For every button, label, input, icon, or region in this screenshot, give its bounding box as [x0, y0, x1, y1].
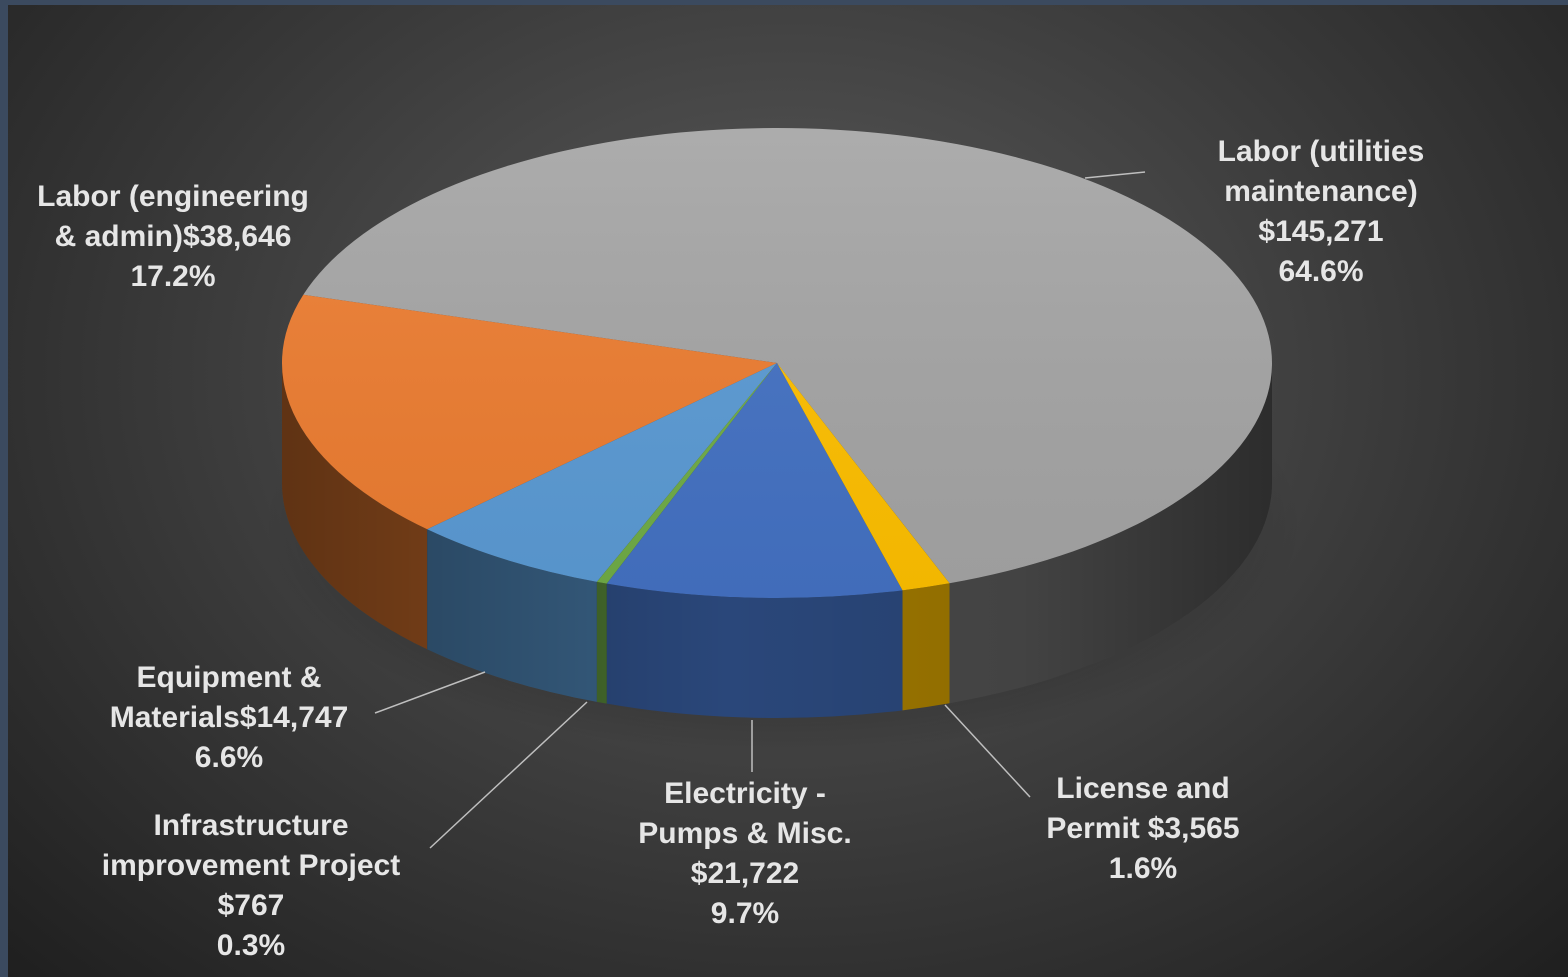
value-label: $14,747: [239, 701, 349, 734]
percent-label: 6.6%: [194, 741, 264, 774]
category-label: Equipment & Materials: [109, 661, 322, 734]
value-label: $3,565: [1147, 812, 1240, 845]
category-label: License and Permit: [1046, 772, 1230, 845]
percent-label: 0.3%: [216, 929, 286, 962]
percent-label: 64.6%: [1278, 255, 1364, 288]
leader-line: [429, 701, 588, 849]
value-label: $145,271: [1258, 215, 1384, 248]
chart-area: Labor (utilities maintenance) $145,271 64.…: [8, 5, 1568, 977]
data-label: Labor (engineering & admin)$38,646 17.2%: [23, 177, 323, 297]
data-label: Equipment & Materials$14,747 6.6%: [94, 658, 364, 778]
top-shade: [282, 128, 1272, 598]
percent-label: 9.7%: [710, 897, 780, 930]
category-label: Electricity - Pumps & Misc.: [638, 777, 852, 850]
data-label: License and Permit $3,565 1.6%: [1028, 769, 1258, 889]
value-label: $21,722: [690, 857, 800, 890]
value-label: $767: [217, 889, 285, 922]
data-label: Infrastructure improvement Project $767 0.…: [81, 806, 421, 966]
percent-label: 1.6%: [1108, 852, 1178, 885]
data-label: Labor (utilities maintenance) $145,271 64.…: [1191, 132, 1451, 292]
percent-label: 17.2%: [130, 260, 216, 293]
side-shade: [282, 363, 1272, 718]
leader-line: [374, 671, 486, 714]
category-label: Infrastructure improvement Project: [101, 809, 401, 882]
category-label: Labor (utilities maintenance): [1217, 135, 1425, 208]
chart: [263, 127, 1303, 849]
data-label: Electricity - Pumps & Misc. $21,722 9.7%: [620, 774, 870, 934]
leader-line: [1084, 171, 1146, 179]
leader-line: [944, 704, 1031, 798]
category-label: Labor (engineering & admin): [37, 180, 309, 253]
value-label: $38,646: [182, 220, 292, 253]
